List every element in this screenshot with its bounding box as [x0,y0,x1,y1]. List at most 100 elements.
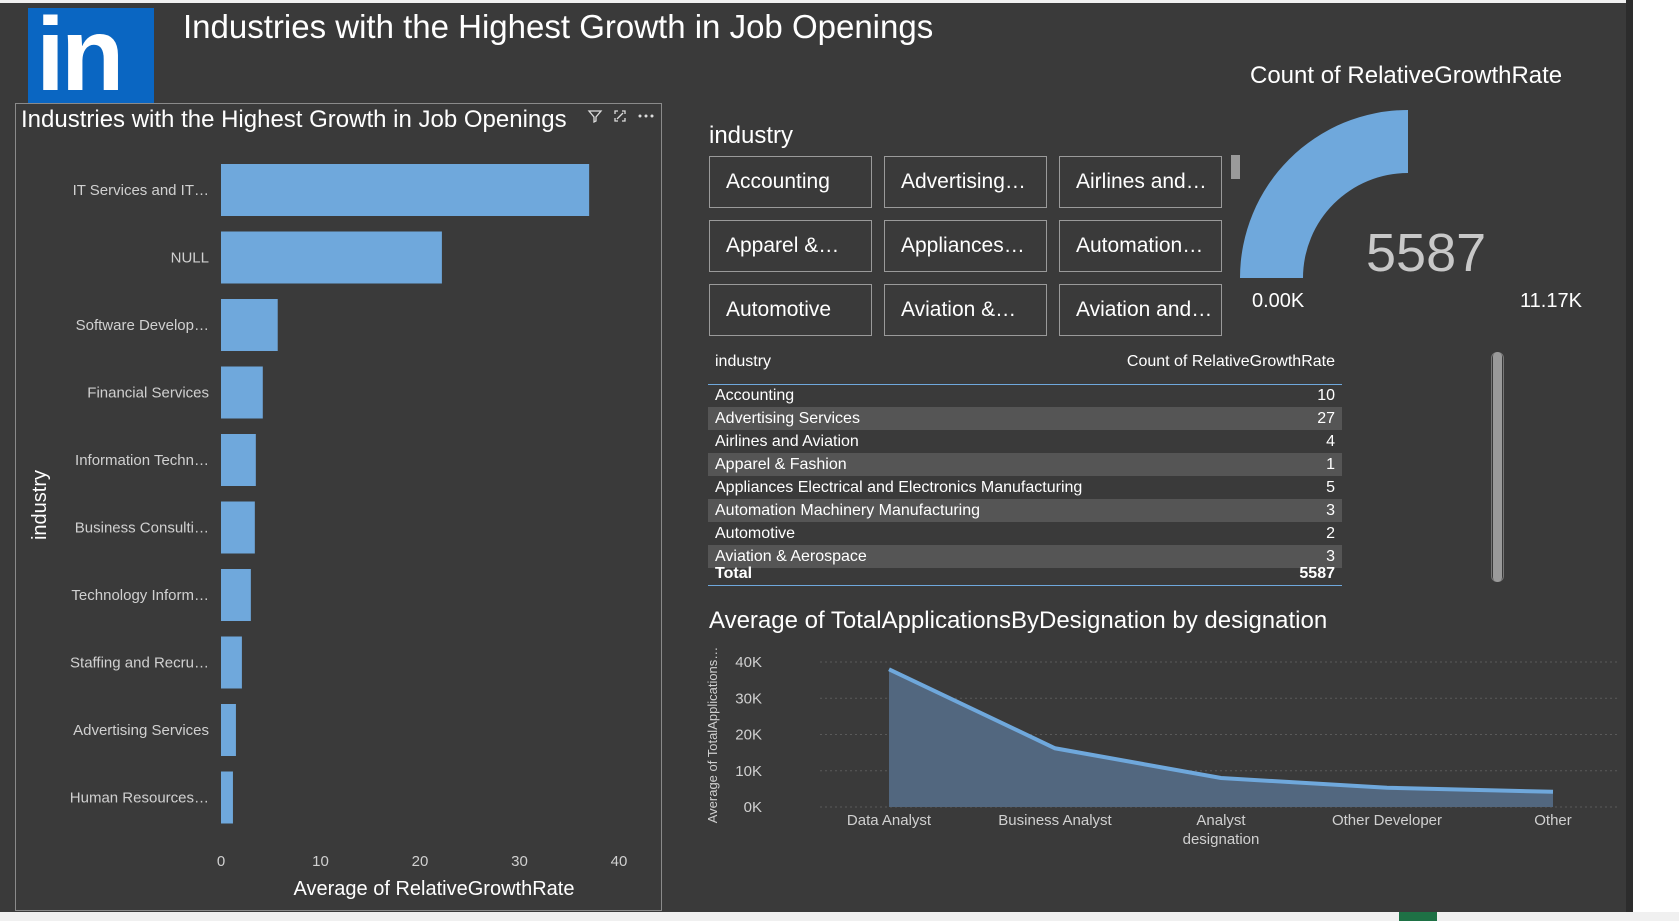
x-tick-label: 10 [312,853,329,870]
category-label: Software Develop… [76,317,209,334]
total-label: Total [715,565,753,582]
table-row[interactable]: Automation Machinery Manufacturing 3 [708,499,1342,522]
area-chart-title: Average of TotalApplicationsByDesignatio… [709,607,1328,634]
x-category-label: Other [1534,812,1572,829]
focus-mode-icon[interactable] [612,108,628,128]
gauge-value: 5587 [1366,223,1487,283]
table-row[interactable]: Accounting 10 [708,384,1342,407]
table-body: Accounting 10 Advertising Services 27 Airlin… [708,384,1342,586]
row-count: 27 [1317,410,1335,427]
top-strip [0,0,1679,3]
slicer-item[interactable]: Airlines and… [1059,156,1222,208]
bar[interactable] [221,704,236,756]
row-count: 3 [1326,502,1335,519]
category-label: Human Resources… [70,790,209,807]
row-count: 4 [1326,433,1335,450]
bar[interactable] [221,164,590,216]
table-total-row: Total 5587 [708,561,1342,587]
slicer-item[interactable]: Appliances… [884,220,1047,272]
row-count: 10 [1317,387,1335,404]
more-options-icon[interactable] [637,108,655,128]
row-industry: Airlines and Aviation [715,433,859,450]
bar[interactable] [221,366,263,419]
active-tab-indicator [1399,912,1437,921]
y-axis-title: industry [29,470,51,540]
bar[interactable] [221,569,251,621]
table-scrollbar[interactable] [1493,352,1502,582]
gauge-chart [1240,110,1408,278]
bar[interactable] [221,636,242,689]
gauge-fill-arc[interactable] [1240,110,1408,278]
right-edge [1626,0,1633,921]
slicer-scrollbar[interactable] [1231,155,1240,179]
table-row[interactable]: Automotive 2 [708,522,1342,545]
bar[interactable] [221,231,442,284]
slicer-item[interactable]: Accounting [709,156,872,208]
table-row[interactable]: Advertising Services 27 [708,407,1342,430]
x-tick-label: 0 [217,853,225,870]
category-label: NULL [171,250,209,267]
bar-chart-plot: 0 10 20 30 40 IT Services and IT… NULL Software… [29,164,627,900]
row-count: 5 [1326,479,1335,496]
category-label: IT Services and IT… [73,182,209,199]
slicer-title: industry [709,122,794,149]
bar[interactable] [221,299,278,351]
table-row[interactable]: Airlines and Aviation 4 [708,430,1342,453]
bar[interactable] [221,501,255,554]
gauge-min-label: 0.00K [1252,290,1305,312]
right-panel [1633,0,1679,921]
y-tick-label: 40K [735,654,762,671]
x-tick-label: 20 [412,853,429,870]
visual-header-icons [587,108,655,128]
x-axis-title: designation [1183,831,1260,848]
header-industry[interactable]: industry [715,353,772,370]
category-label: Staffing and Recru… [70,655,209,672]
row-industry: Aviation & Aerospace [715,548,867,565]
category-label: Information Techn… [75,452,209,469]
total-value: 5587 [1299,565,1335,582]
x-axis-title: Average of RelativeGrowthRate [294,878,575,900]
bar-chart-title: Industries with the Highest Growth in Jo… [21,106,567,133]
bar-chart-visual[interactable]: Industries with the Highest Growth in Jo… [15,103,662,911]
header-count[interactable]: Count of RelativeGrowthRate [1126,353,1335,370]
linkedin-logo: in [28,8,154,104]
category-label: Financial Services [87,385,209,402]
row-industry: Apparel & Fashion [715,456,847,473]
row-industry: Automation Machinery Manufacturing [715,502,981,519]
y-tick-label: 30K [735,690,762,707]
row-count: 2 [1326,525,1335,542]
row-industry: Accounting [715,387,795,404]
table-row[interactable]: Appliances Electrical and Electronics Ma… [708,476,1342,499]
row-industry: Appliances Electrical and Electronics Ma… [715,479,1083,496]
logo-text: in [36,8,124,104]
category-label: Advertising Services [73,722,209,739]
row-industry: Advertising Services [715,410,860,427]
slicer-item[interactable]: Aviation &… [884,284,1047,336]
row-count: 1 [1326,456,1335,473]
row-count: 3 [1326,548,1335,565]
x-category-label: Business Analyst [998,812,1112,829]
area-chart-plot: 0K 10K 20K 30K 40K Data Analyst Business Analy… [705,647,1620,848]
y-tick-label: 10K [735,763,762,780]
table-row[interactable]: Apparel & Fashion 1 [708,453,1342,476]
y-tick-label: 20K [735,727,762,744]
slicer-item[interactable]: Advertising… [884,156,1047,208]
slicer-item[interactable]: Aviation and… [1059,284,1222,336]
series-line[interactable] [888,667,1554,794]
gauge-title: Count of RelativeGrowthRate [1250,62,1563,89]
table-row[interactable]: Aviation & Aerospace 3 [708,545,1342,568]
slicer-item[interactable]: Automation… [1059,220,1222,272]
x-tick-label: 30 [511,853,528,870]
slicer-item[interactable]: Automotive [709,284,872,336]
bar[interactable] [221,771,233,824]
bottom-bar [0,912,1679,921]
gauge-max-label: 11.17K [1520,290,1582,312]
category-label: Business Consulti… [75,520,209,537]
y-axis-title: Average of TotalApplications… [705,647,720,824]
x-category-label: Analyst [1196,812,1246,829]
slicer-item[interactable]: Apparel &… [709,220,872,272]
bar[interactable] [221,434,256,486]
page-title: Industries with the Highest Growth in Jo… [183,8,934,45]
y-tick-label: 0K [744,799,762,816]
filter-icon[interactable] [587,108,603,128]
